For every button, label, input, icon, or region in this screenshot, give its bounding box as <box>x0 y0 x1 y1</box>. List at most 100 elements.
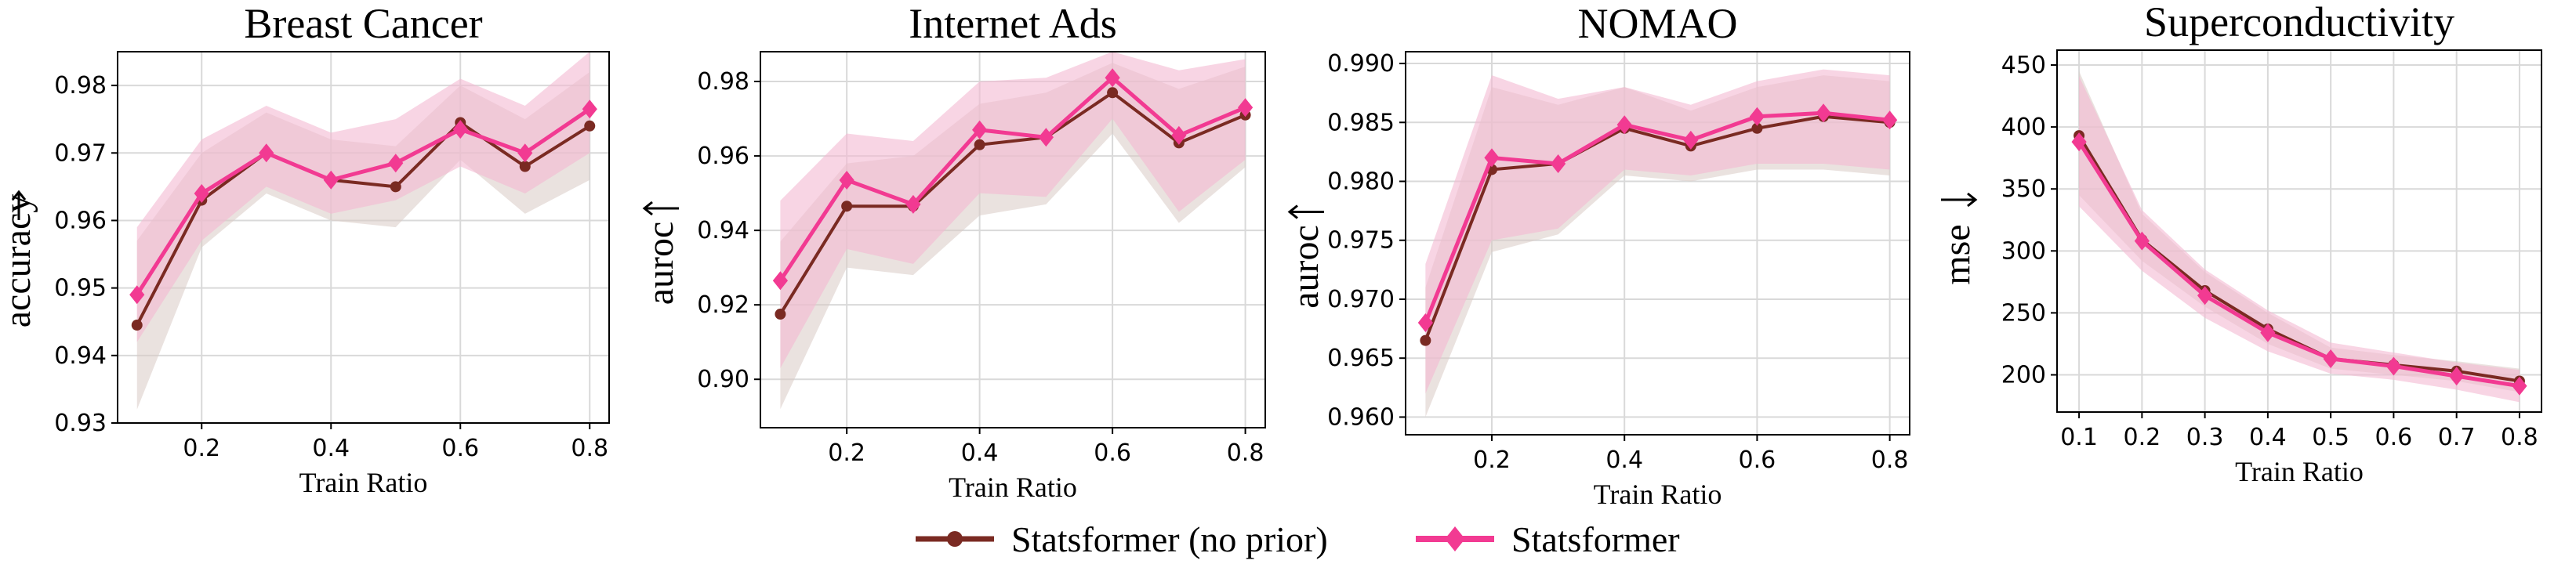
legend-item-statsformer: Statsformer <box>1416 519 1680 559</box>
y-tick-label: 0.960 <box>1327 403 1395 431</box>
data-point-no-prior <box>584 120 596 132</box>
data-point-statsformer <box>1749 107 1765 126</box>
x-tick-label: 0.6 <box>1094 439 1131 467</box>
x-tick-label: 0.5 <box>2312 424 2349 451</box>
y-tick-label: 0.94 <box>697 217 749 244</box>
panel-2: 0.960 0.965 0.970 0.975 0.980 0.985 0.990 0.2 0.… <box>1285 0 1910 510</box>
plot-frame <box>1405 51 1910 436</box>
y-tick-label: 300 <box>2001 237 2046 265</box>
data-point-statsformer <box>1237 98 1254 118</box>
data-point-statsformer <box>2323 349 2338 368</box>
legend-label: Statsformer <box>1511 519 1680 559</box>
data-point-no-prior <box>390 181 401 193</box>
data-point-no-prior <box>974 139 985 150</box>
panel-0: 0.93 0.94 0.95 0.96 0.97 0.98 0.2 0.4 0.6 0.8 Brea… <box>0 0 610 498</box>
data-point-statsformer <box>1882 110 1898 130</box>
series-line-no-prior <box>135 121 591 326</box>
y-tick-label: 0.990 <box>1327 50 1395 78</box>
series-line-statsformer <box>778 75 1246 282</box>
x-axis-label: Train Ratio <box>949 472 1077 503</box>
series-line-no-prior <box>1424 114 1890 342</box>
data-point-statsformer <box>1038 128 1054 147</box>
data-point-statsformer <box>2260 323 2276 342</box>
x-tick-label: 0.6 <box>2375 424 2413 451</box>
panel-title: Internet Ads <box>909 0 1116 47</box>
y-tick-label: 0.975 <box>1327 227 1395 255</box>
y-tick-label: 0.97 <box>54 139 107 167</box>
data-point-statsformer <box>839 170 854 190</box>
y-tick-label: 0.98 <box>697 68 749 96</box>
direction-arrow-icon <box>1941 192 1978 208</box>
data-point-statsformer <box>194 183 209 203</box>
data-point-no-prior <box>1107 87 1119 99</box>
legend-label: Statsformer (no prior) <box>1011 519 1328 559</box>
y-tick-label: 400 <box>2001 114 2046 141</box>
x-tick-label: 0.7 <box>2438 424 2476 451</box>
plot-frame <box>117 51 610 424</box>
series-line-statsformer <box>1424 110 1890 324</box>
y-tick-label: 0.970 <box>1327 286 1395 313</box>
x-tick-label: 0.2 <box>2123 424 2161 451</box>
y-tick-label: 200 <box>2001 362 2046 389</box>
legend-marker-circle-icon <box>947 531 963 547</box>
x-tick-label: 0.4 <box>1605 446 1643 474</box>
data-point-statsformer <box>452 120 468 139</box>
confidence-band-statsformer <box>780 52 1246 368</box>
x-tick-label: 0.8 <box>571 435 608 462</box>
data-point-statsformer <box>1816 103 1831 123</box>
y-tick-label: 0.94 <box>54 342 107 370</box>
data-point-statsformer <box>1484 148 1500 168</box>
y-axis-label: auroc <box>640 222 681 306</box>
data-point-statsformer <box>1683 130 1699 150</box>
confidence-band-no-prior <box>780 63 1246 410</box>
series-line-no-prior <box>778 91 1246 316</box>
x-tick-label: 0.2 <box>183 435 220 462</box>
data-point-no-prior <box>775 309 786 320</box>
data-point-statsformer <box>1417 313 1433 333</box>
x-tick-label: 0.4 <box>2249 424 2287 451</box>
data-point-statsformer <box>905 194 921 214</box>
panel-3: 200 250 300 350 400 450 0.1 0.2 0.3 0.4 0.5 0.6 0.7 0… <box>1936 0 2542 487</box>
confidence-band-statsformer <box>136 52 590 342</box>
data-point-statsformer <box>772 271 789 291</box>
panel-title: Breast Cancer <box>244 0 482 47</box>
y-axis-label: mse <box>1936 224 1978 284</box>
data-point-statsformer <box>1171 125 1187 145</box>
x-tick-label: 0.4 <box>312 435 350 462</box>
y-tick-label: 0.96 <box>697 143 749 170</box>
direction-arrow-icon <box>11 190 27 220</box>
plot-frame <box>760 51 1266 428</box>
data-point-statsformer <box>1550 154 1566 173</box>
legend-marker-diamond-icon <box>1445 526 1465 551</box>
y-tick-label: 0.96 <box>54 207 107 234</box>
data-point-no-prior <box>1420 334 1431 346</box>
data-point-statsformer <box>2512 376 2527 396</box>
x-axis-label: Train Ratio <box>299 467 428 498</box>
data-point-statsformer <box>972 120 988 139</box>
chart-panels: 0.93 0.94 0.95 0.96 0.97 0.98 0.2 0.4 0.6 0.8 Brea… <box>0 0 2542 510</box>
series-line-statsformer <box>135 107 591 296</box>
direction-arrow-icon <box>1287 204 1324 219</box>
legend: Statsformer (no prior) Statsformer <box>916 519 1680 559</box>
data-point-statsformer <box>1105 68 1120 88</box>
data-point-statsformer <box>388 154 404 173</box>
x-tick-label: 0.6 <box>1739 446 1776 474</box>
x-tick-label: 0.8 <box>1871 446 1909 474</box>
data-point-no-prior <box>519 161 531 172</box>
data-point-statsformer <box>323 170 339 190</box>
series-line-statsformer <box>2077 140 2520 389</box>
x-tick-label: 0.2 <box>828 439 865 467</box>
data-point-statsformer <box>2071 132 2087 152</box>
confidence-band-statsformer <box>2079 76 2520 403</box>
y-tick-label: 0.92 <box>697 291 749 319</box>
y-tick-label: 0.980 <box>1327 168 1395 196</box>
panel-title: Superconductivity <box>2144 0 2454 45</box>
y-tick-label: 350 <box>2001 175 2046 203</box>
y-tick-label: 0.93 <box>54 410 107 437</box>
panel-1: 0.90 0.92 0.94 0.96 0.98 0.2 0.4 0.6 0.8 Internet… <box>640 0 1266 503</box>
x-tick-label: 0.2 <box>1473 446 1511 474</box>
y-tick-label: 250 <box>2001 299 2046 327</box>
x-tick-label: 0.8 <box>2501 424 2538 451</box>
x-tick-label: 0.1 <box>2060 424 2098 451</box>
x-tick-label: 0.8 <box>1227 439 1264 467</box>
